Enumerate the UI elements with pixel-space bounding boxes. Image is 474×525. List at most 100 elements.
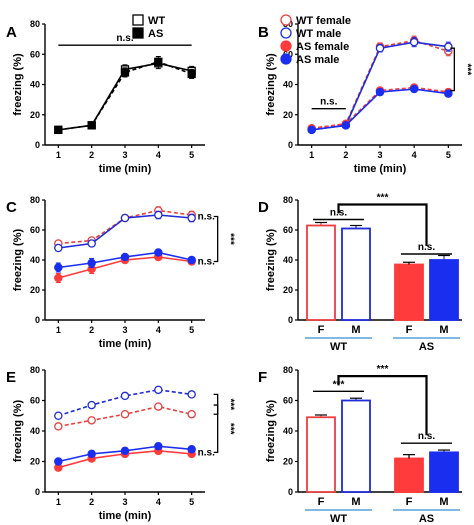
group-label: WT <box>330 513 347 525</box>
series-line <box>58 389 192 417</box>
data-point <box>187 255 196 265</box>
significance-bracket <box>450 47 455 92</box>
legend-label: WT female <box>296 15 351 27</box>
bar <box>341 399 371 493</box>
data-point <box>375 43 385 53</box>
x-tick-label: 5 <box>189 497 194 507</box>
y-tick-label: 80 <box>283 365 293 375</box>
significance-bracket <box>213 215 219 263</box>
data-point <box>54 457 63 466</box>
x-tick-label: F <box>318 496 325 508</box>
x-tick-label: 4 <box>412 150 417 160</box>
data-point <box>87 400 96 410</box>
legend-marker <box>132 27 144 39</box>
legend-marker <box>280 27 292 39</box>
y-tick-label: 40 <box>30 80 40 90</box>
y-tick-label: 20 <box>30 457 40 467</box>
data-point <box>87 449 96 459</box>
y-tick-label: 40 <box>283 255 293 265</box>
significance-label: n.s. <box>198 257 215 268</box>
data-point <box>120 446 130 456</box>
y-tick-label: 0 <box>288 315 293 325</box>
bar <box>394 263 424 321</box>
group-label: AS <box>419 341 434 353</box>
data-point <box>120 68 130 77</box>
x-tick-label: 3 <box>122 325 127 335</box>
data-point <box>307 125 316 135</box>
x-tick-label: 1 <box>309 150 314 160</box>
data-point <box>187 390 196 399</box>
y-tick-label: 40 <box>283 80 293 90</box>
y-tick-label: 80 <box>30 195 40 205</box>
bar <box>341 227 371 321</box>
data-point <box>444 42 453 51</box>
x-tick-label: 2 <box>89 497 94 507</box>
data-point <box>409 37 419 47</box>
y-tick-label: 20 <box>283 110 293 120</box>
legend-label: WT male <box>296 28 341 40</box>
y-tick-label: 60 <box>283 396 293 406</box>
significance-label: n.s. <box>418 431 435 442</box>
data-point <box>87 121 96 130</box>
significance-bracket <box>337 203 428 246</box>
x-tick-label: 3 <box>122 497 127 507</box>
x-tick-label: M <box>351 324 360 336</box>
x-tick-label: 1 <box>56 150 61 160</box>
data-point <box>54 411 63 420</box>
y-tick-label: 0 <box>35 140 40 150</box>
data-point <box>120 252 130 262</box>
data-point <box>54 243 63 253</box>
x-tick-label: 5 <box>189 325 194 335</box>
legend-marker <box>280 14 292 26</box>
y-axis-label: freezing (%) <box>12 399 24 462</box>
legend-marker <box>132 14 144 26</box>
data-point <box>54 263 63 272</box>
y-tick-label: 0 <box>288 140 293 150</box>
y-tick-label: 40 <box>30 426 40 436</box>
y-tick-label: 60 <box>30 49 40 59</box>
x-tick-label: 1 <box>56 325 61 335</box>
panel-e: E 0 20 40 60 80 freezing (%) 1 2 3 4 5 time (min) ***… <box>6 365 236 522</box>
legend-marker <box>280 53 292 65</box>
panel-label: B <box>258 24 269 41</box>
x-tick-label: 4 <box>156 497 161 507</box>
data-point <box>54 125 63 135</box>
y-axis-label: freezing (%) <box>265 228 277 291</box>
y-tick-label: 20 <box>283 457 293 467</box>
data-point <box>54 422 63 431</box>
significance-label: *** <box>225 233 236 245</box>
x-axis-label: time (min) <box>99 163 152 175</box>
significance-label: n.s. <box>320 97 337 108</box>
y-axis-label: freezing (%) <box>265 399 277 462</box>
series-line <box>58 60 192 131</box>
bar <box>306 224 336 321</box>
y-tick-label: 60 <box>283 225 293 235</box>
x-tick-label: M <box>439 496 448 508</box>
significance-bracket <box>213 393 219 415</box>
y-tick-label: 80 <box>283 195 293 205</box>
x-tick-label: 5 <box>446 150 451 160</box>
data-point <box>341 121 351 130</box>
x-axis-label: time (min) <box>99 510 152 522</box>
significance-label: *** <box>225 423 236 435</box>
significance-bracket <box>213 404 219 454</box>
y-tick-label: 80 <box>30 365 40 375</box>
data-point <box>375 87 385 97</box>
data-point <box>120 409 130 419</box>
significance-label: n.s. <box>418 242 435 253</box>
series-line <box>311 86 449 130</box>
y-tick-label: 80 <box>30 19 40 29</box>
significance-label: *** <box>377 364 389 375</box>
y-tick-label: 0 <box>35 487 40 497</box>
x-axis-label: time (min) <box>354 163 407 175</box>
bar <box>429 451 459 493</box>
y-axis-label: freezing (%) <box>12 53 24 116</box>
x-tick-label: F <box>318 324 325 336</box>
x-tick-label: 1 <box>56 497 61 507</box>
x-tick-label: M <box>351 496 360 508</box>
bar <box>306 416 336 493</box>
x-tick-label: F <box>406 496 413 508</box>
